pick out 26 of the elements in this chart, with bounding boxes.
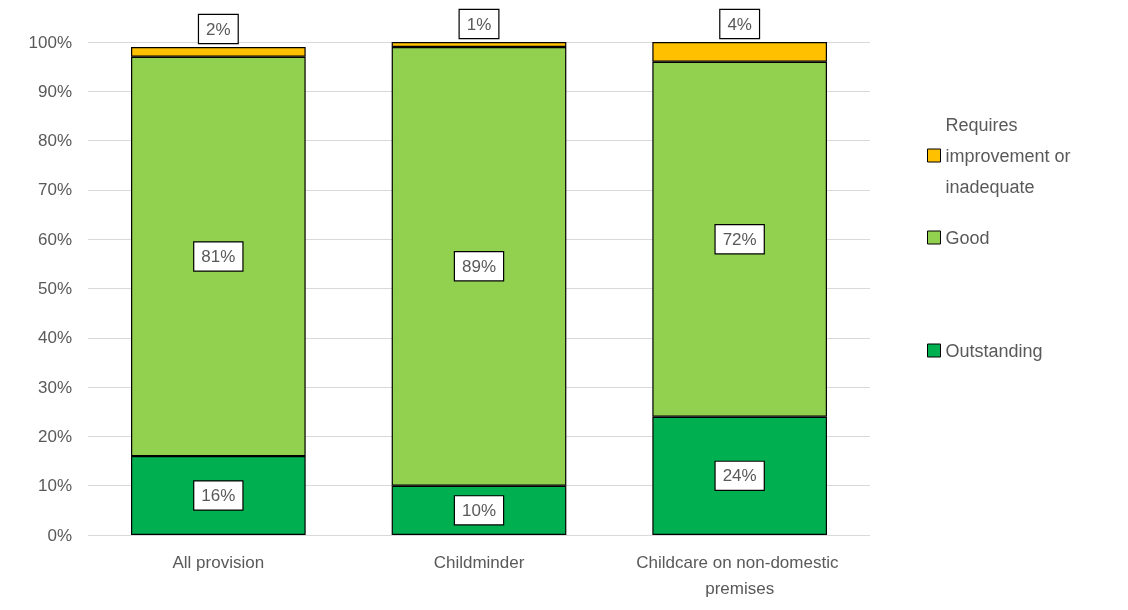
legend-label: Good (945, 227, 990, 248)
y-tick-label: 10% (37, 476, 72, 496)
data-label: 89% (461, 256, 497, 276)
data-label: 24% (722, 466, 757, 486)
y-tick-label: 30% (37, 377, 72, 397)
y-tick-label: 70% (37, 180, 72, 200)
data-label: 2% (206, 19, 231, 39)
y-tick-label: 100% (28, 32, 72, 52)
y-tick-label: 0% (47, 525, 72, 545)
data-label: 4% (727, 15, 752, 34)
data-label: 10% (461, 500, 497, 520)
y-tick-label: 80% (37, 131, 72, 151)
legend-label: Requires improvement or inadequate (945, 114, 1076, 197)
legend-label: Outstanding (945, 340, 1043, 361)
x-tick-label: Childcare on non-domestic premises (636, 552, 844, 598)
data-label: 1% (466, 15, 492, 34)
data-label: 81% (201, 246, 236, 266)
y-tick-label: 90% (37, 81, 72, 101)
y-tick-label: 20% (37, 426, 72, 446)
y-tick-label: 50% (37, 279, 72, 298)
data-label: 72% (722, 229, 757, 249)
y-tick-label: 40% (37, 328, 72, 348)
x-tick-label: Childminder (433, 552, 525, 572)
data-label: 16% (201, 486, 236, 506)
x-tick-label: All provision (172, 552, 265, 572)
y-tick-label: 60% (37, 229, 72, 249)
